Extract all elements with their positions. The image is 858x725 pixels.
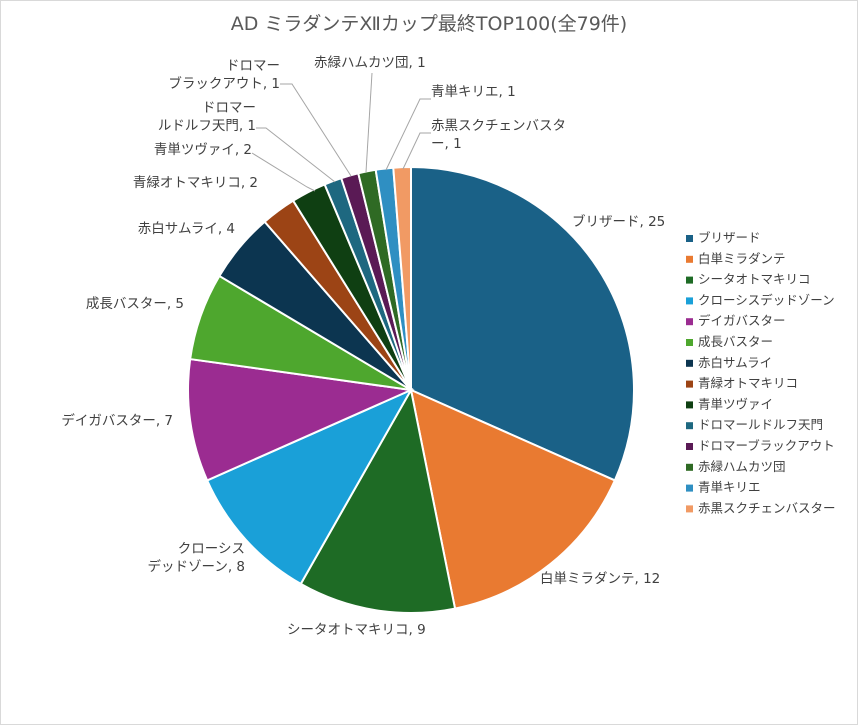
data-label-line: ブラックアウト, 1 — [168, 75, 280, 92]
data-label-line: 赤白サムライ, 4 — [138, 221, 235, 237]
legend-entry: 赤黒スクチェンバスター — [698, 500, 836, 515]
leader-lines — [251, 72, 431, 192]
leader-line — [365, 72, 373, 173]
data-label: 赤白サムライ, 4 — [138, 221, 235, 237]
legend: ブリザード白単ミラダンテシータオトマキリコクローシスデッドゾーンデイガバスター成… — [686, 230, 836, 515]
data-label-line: 青単ツヴァイ, 2 — [154, 141, 252, 158]
data-label-line: ルドルフ天門, 1 — [158, 118, 256, 134]
data-label-line: シータオトマキリコ, 9 — [287, 622, 426, 638]
leader-line — [402, 132, 431, 170]
data-label: ドロマーブラックアウト, 1 — [168, 58, 280, 92]
data-label: 青緑オトマキリコ, 2 — [133, 175, 258, 191]
legend-entry: 青単キリエ — [698, 480, 761, 495]
legend-entry: 成長バスター — [698, 334, 773, 349]
legend-swatch — [686, 463, 693, 471]
leader-line — [251, 152, 316, 192]
legend-entry: デイガバスター — [698, 313, 786, 328]
pie-slice — [392, 165, 412, 391]
legend-entry: 白単ミラダンテ — [698, 251, 786, 266]
data-label: ブリザード, 25 — [572, 213, 665, 230]
legend-entry: 赤緑ハムカツ団 — [698, 459, 786, 474]
legend-entry: 青単ツヴァイ — [698, 396, 773, 411]
legend-entry: シータオトマキリコ — [698, 272, 811, 287]
data-label-line: ブリザード, 25 — [572, 213, 665, 230]
pie-slice — [299, 387, 457, 614]
data-label: シータオトマキリコ, 9 — [287, 622, 426, 638]
data-label: クローシスデッドゾーン, 8 — [148, 541, 246, 575]
data-label: 赤緑ハムカツ団, 1 — [314, 55, 426, 71]
data-label: 青単ツヴァイ, 2 — [154, 141, 252, 158]
legend-swatch — [686, 401, 693, 409]
legend-swatch — [686, 422, 693, 430]
data-label-line: 青単キリエ, 1 — [431, 84, 516, 100]
data-label-line: 青緑オトマキリコ, 2 — [133, 175, 258, 191]
legend-entry: 赤白サムライ — [698, 355, 772, 370]
legend-swatch — [686, 484, 693, 492]
pie-slice — [187, 357, 415, 482]
data-label-line: 赤黒スクチェンバスタ — [431, 118, 566, 134]
legend-swatch — [686, 505, 693, 513]
legend-swatch — [686, 380, 693, 388]
data-label-line: デイガバスター, 7 — [61, 412, 173, 429]
data-labels: ブリザード, 25 白単ミラダンテ, 12 シータオトマキリコ, 9 クローシスデッド… — [61, 55, 665, 638]
data-label-line: 白単ミラダンテ, 12 — [540, 571, 660, 587]
leader-line — [256, 127, 336, 183]
legend-swatch — [686, 443, 693, 450]
pie-slice — [410, 165, 635, 482]
legend-swatch — [686, 339, 693, 346]
data-label-line: ドロマー — [226, 58, 280, 74]
pie-slices — [187, 165, 635, 614]
legend-entry: クローシスデッドゾーン — [698, 292, 835, 307]
data-label-line: 赤緑ハムカツ団, 1 — [314, 55, 426, 71]
legend-entry: 青緑オトマキリコ — [698, 376, 798, 391]
data-label: 成長バスター, 5 — [86, 296, 184, 312]
pie-slice — [205, 387, 414, 586]
data-label: 赤黒スクチェンバスター, 1 — [431, 118, 566, 152]
data-label-line: ー, 1 — [431, 136, 462, 152]
data-label: デイガバスター, 7 — [61, 412, 173, 429]
leader-line — [280, 83, 352, 177]
legend-swatch — [686, 276, 693, 284]
legend-swatch — [686, 318, 693, 326]
data-label-line: ドロマー — [202, 100, 256, 116]
legend-entry: ブリザード — [698, 230, 761, 245]
legend-swatch — [686, 235, 693, 242]
data-label: 青単キリエ, 1 — [431, 84, 516, 100]
legend-entry: ドロマールドルフ天門 — [698, 417, 823, 432]
legend-swatch — [686, 255, 693, 263]
chart-title: AD ミラダンテⅫカップ最終TOP100(全79件) — [231, 13, 627, 35]
legend-entry: ドロマーブラックアウト — [698, 438, 835, 453]
data-label: 白単ミラダンテ, 12 — [540, 571, 660, 587]
legend-swatch — [686, 297, 693, 305]
data-label: ドロマールドルフ天門, 1 — [158, 100, 256, 134]
data-label-line: デッドゾーン, 8 — [148, 558, 246, 575]
data-label-line: 成長バスター, 5 — [86, 296, 184, 312]
legend-swatch — [686, 359, 693, 367]
leader-line — [385, 98, 431, 171]
pie-slice — [409, 388, 617, 610]
data-label-line: クローシス — [178, 541, 245, 557]
